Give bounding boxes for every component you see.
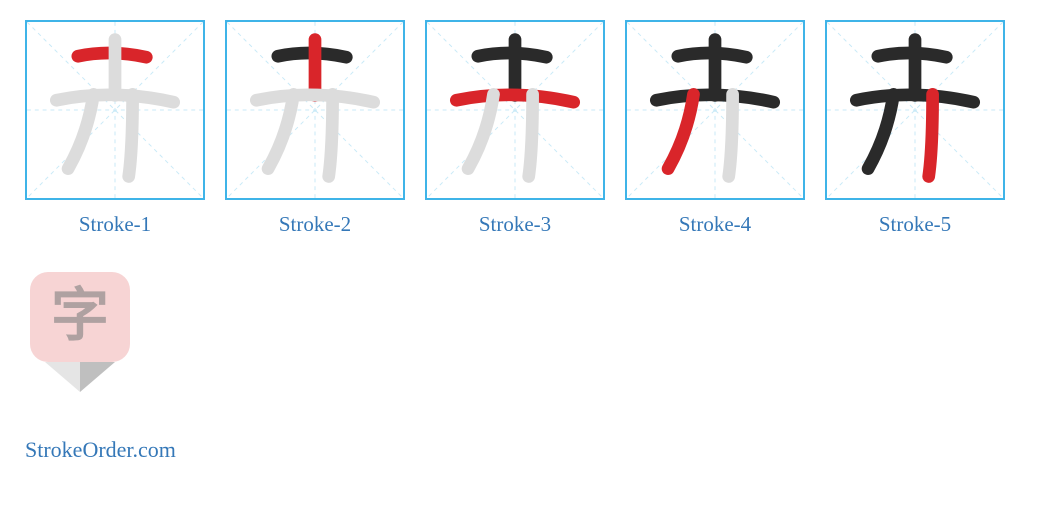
- stroke-box-2: [225, 20, 405, 200]
- svg-text:字: 字: [51, 283, 109, 348]
- stroke-label-5: Stroke-5: [879, 212, 951, 237]
- stroke-item-5: Stroke-5: [825, 20, 1005, 237]
- stroke-label-3: Stroke-3: [479, 212, 551, 237]
- stroke-label-4: Stroke-4: [679, 212, 751, 237]
- stroke-label-2: Stroke-2: [279, 212, 351, 237]
- stroke-item-3: Stroke-3: [425, 20, 605, 237]
- site-logo: 字: [25, 267, 135, 397]
- stroke-box-3: [425, 20, 605, 200]
- stroke-box-1: [25, 20, 205, 200]
- stroke-item-2: Stroke-2: [225, 20, 405, 237]
- logo-row: 字: [25, 267, 1025, 397]
- stroke-item-1: Stroke-1: [25, 20, 205, 237]
- stroke-item-4: Stroke-4: [625, 20, 805, 237]
- footer-text: StrokeOrder.com: [25, 437, 1025, 463]
- stroke-row: Stroke-1 Stroke-2 Stroke-3 Stroke-4 Stro…: [25, 20, 1025, 237]
- stroke-box-4: [625, 20, 805, 200]
- stroke-box-5: [825, 20, 1005, 200]
- stroke-label-1: Stroke-1: [79, 212, 151, 237]
